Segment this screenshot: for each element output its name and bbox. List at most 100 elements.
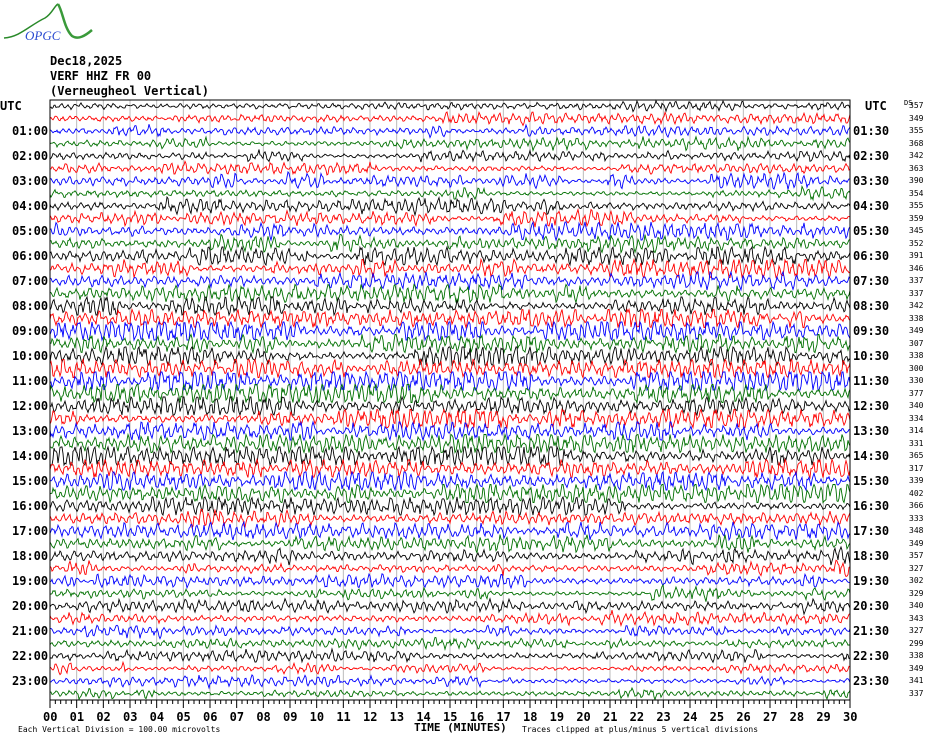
x-tick-label: 00 bbox=[43, 710, 58, 724]
right-time-label: 12:30 bbox=[853, 399, 890, 413]
x-tick-label: 24 bbox=[683, 710, 698, 724]
date-label: Dec18,2025 bbox=[50, 54, 123, 68]
right-time-label: 09:30 bbox=[853, 324, 890, 338]
trace-value: 349 bbox=[909, 113, 924, 123]
x-tick-label: 02 bbox=[96, 710, 111, 724]
left-time-label: 09:00 bbox=[12, 324, 49, 338]
seismic-trace bbox=[49, 170, 851, 191]
x-tick-label: 22 bbox=[629, 710, 645, 724]
x-tick-label: 14 bbox=[416, 710, 431, 724]
left-time-label: 14:00 bbox=[12, 449, 49, 463]
right-time-label: 06:30 bbox=[853, 249, 890, 263]
trace-value: 368 bbox=[909, 138, 924, 148]
seismic-trace bbox=[49, 597, 851, 616]
x-tick-label: 06 bbox=[203, 710, 218, 724]
trace-value: 357 bbox=[909, 551, 924, 560]
left-time-label: 05:00 bbox=[12, 224, 49, 238]
scale-note: Each Vertical Division = 100.00 microvol… bbox=[18, 725, 221, 734]
trace-value: 342 bbox=[909, 151, 924, 160]
seismic-trace bbox=[49, 270, 851, 292]
seismic-trace bbox=[49, 295, 851, 317]
trace-value: 341 bbox=[909, 676, 924, 685]
left-time-label: UTC bbox=[0, 99, 22, 113]
trace-value: 329 bbox=[909, 588, 924, 598]
right-time-label: 10:30 bbox=[853, 349, 890, 363]
left-time-label: 06:00 bbox=[12, 249, 49, 263]
right-time-label: 02:30 bbox=[853, 149, 890, 163]
right-time-label: 15:30 bbox=[853, 474, 890, 488]
clip-note: Traces clipped at plus/minus 5 vertical … bbox=[522, 725, 759, 734]
trace-value: 302 bbox=[909, 576, 924, 585]
seismic-trace bbox=[49, 532, 851, 554]
right-time-label: 13:30 bbox=[853, 424, 890, 438]
trace-value: 327 bbox=[909, 563, 924, 573]
left-time-label: 10:00 bbox=[12, 349, 49, 363]
seismic-trace bbox=[49, 111, 851, 127]
trace-value: 391 bbox=[909, 251, 924, 260]
right-time-label: 05:30 bbox=[853, 224, 890, 238]
x-tick-label: 21 bbox=[603, 710, 618, 724]
left-time-label: 11:00 bbox=[12, 374, 49, 388]
x-tick-label: 17 bbox=[496, 710, 511, 724]
trace-value: 337 bbox=[909, 288, 924, 298]
right-time-label: 22:30 bbox=[853, 649, 890, 663]
seismic-trace bbox=[49, 207, 851, 228]
trace-value: 366 bbox=[909, 501, 924, 510]
trace-value: 355 bbox=[909, 126, 924, 135]
left-time-label: 19:00 bbox=[12, 574, 49, 588]
seismic-trace bbox=[49, 520, 851, 542]
x-tick-label: 04 bbox=[149, 710, 165, 724]
seismic-trace bbox=[49, 257, 851, 279]
trace-value: 343 bbox=[909, 613, 924, 623]
seismic-trace bbox=[49, 673, 851, 690]
trace-value: 357 bbox=[909, 101, 924, 110]
trace-value: 349 bbox=[909, 538, 924, 548]
trace-value: 334 bbox=[909, 413, 924, 423]
seismic-trace bbox=[49, 333, 851, 355]
seismic-trace bbox=[49, 559, 851, 577]
right-time-label: 04:30 bbox=[853, 199, 890, 213]
x-tick-label: 10 bbox=[309, 710, 325, 724]
trace-value: 338 bbox=[909, 651, 924, 660]
trace-value: 338 bbox=[909, 351, 924, 360]
seismic-trace bbox=[49, 408, 851, 430]
right-time-label: 08:30 bbox=[853, 299, 890, 313]
seismic-trace bbox=[49, 636, 851, 651]
seismic-trace bbox=[49, 99, 851, 113]
x-tick-label: 09 bbox=[283, 710, 298, 724]
trace-value: 349 bbox=[909, 663, 924, 673]
trace-value: 340 bbox=[909, 401, 924, 410]
seismic-trace bbox=[49, 233, 851, 255]
trace-value: 327 bbox=[909, 626, 924, 635]
seismic-trace bbox=[49, 647, 851, 664]
left-time-label: 13:00 bbox=[12, 424, 49, 438]
left-time-label: 02:00 bbox=[12, 149, 49, 163]
seismic-trace bbox=[49, 583, 851, 602]
seismic-trace bbox=[49, 245, 851, 267]
right-time-label: 07:30 bbox=[853, 274, 890, 288]
trace-value: 377 bbox=[909, 388, 924, 398]
trace-value: 363 bbox=[909, 163, 924, 173]
seismic-trace bbox=[49, 184, 851, 202]
x-tick-label: 19 bbox=[549, 710, 565, 724]
left-time-label: 17:00 bbox=[12, 524, 49, 538]
x-tick-label: 23 bbox=[656, 710, 671, 724]
station-label: VERF HHZ FR 00 bbox=[50, 69, 152, 83]
right-time-label: 14:30 bbox=[853, 449, 890, 463]
x-tick-label: 18 bbox=[523, 710, 538, 724]
station-name-label: (Verneugheol Vertical) bbox=[50, 84, 209, 98]
trace-value: 348 bbox=[909, 526, 924, 535]
left-time-label: 16:00 bbox=[12, 499, 49, 513]
trace-value: 317 bbox=[909, 463, 924, 473]
trace-value: 330 bbox=[909, 376, 924, 385]
seismic-trace bbox=[49, 420, 851, 442]
trace-value: 342 bbox=[909, 301, 924, 310]
x-tick-label: 16 bbox=[469, 710, 485, 724]
corner-label: DS bbox=[904, 99, 913, 107]
seismic-trace bbox=[50, 624, 851, 640]
left-time-label: 08:00 bbox=[12, 299, 49, 313]
x-tick-label: 25 bbox=[709, 710, 725, 724]
seismic-trace bbox=[49, 357, 851, 380]
trace-value: 337 bbox=[909, 276, 924, 285]
